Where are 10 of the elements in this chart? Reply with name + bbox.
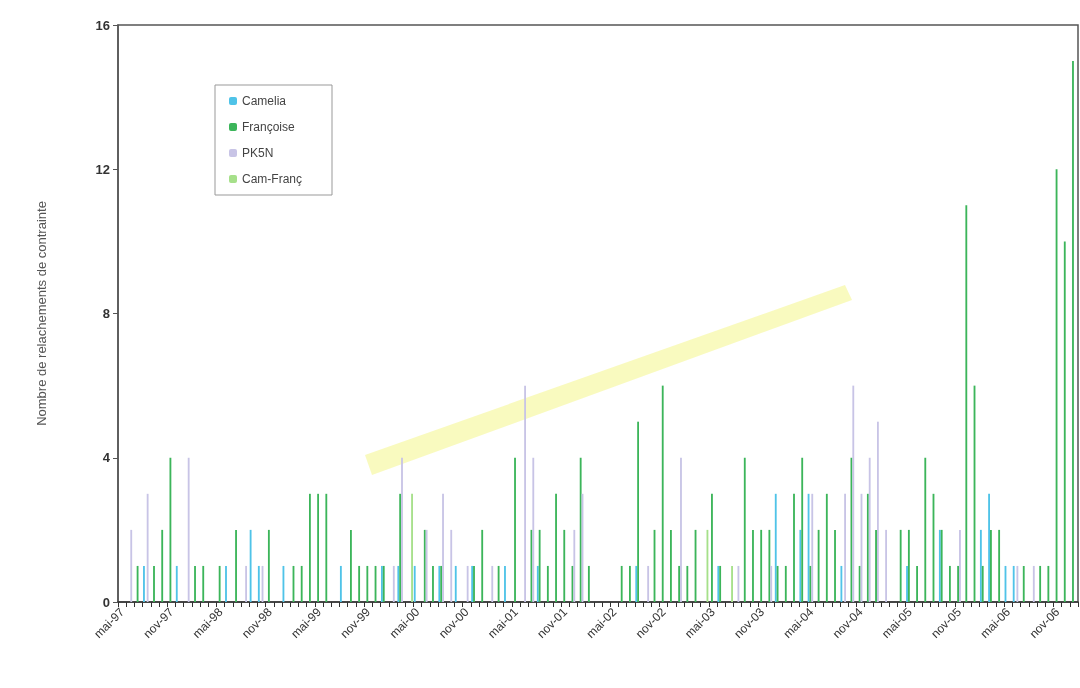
legend-label: PK5N — [242, 146, 274, 160]
y-tick-label: 8 — [102, 306, 110, 321]
legend-label: Cam-Franç — [242, 172, 303, 186]
y-axis-title: Nombre de relachements de contrainte — [34, 201, 49, 426]
y-tick-label: 16 — [95, 17, 110, 33]
legend-label: Françoise — [242, 120, 296, 134]
y-tick-label: 4 — [102, 450, 111, 466]
y-tick-label: 12 — [95, 161, 110, 177]
legend-label: Camelia — [242, 94, 287, 108]
y-tick-label: 0 — [102, 594, 110, 610]
